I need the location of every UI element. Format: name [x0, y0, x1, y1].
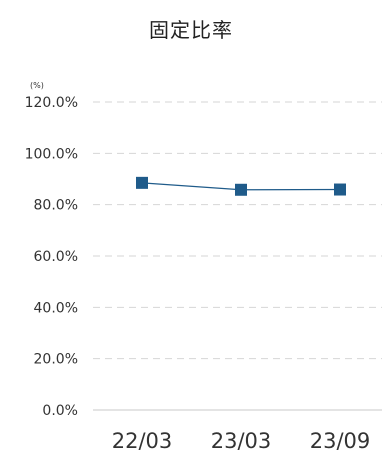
- y-axis-unit-label: (%): [30, 81, 44, 90]
- series-group: [136, 176, 346, 196]
- y-tick-label: 40.0%: [34, 300, 78, 316]
- y-tick-label: 120.0%: [25, 95, 78, 111]
- chart-title: 固定比率: [149, 18, 233, 42]
- y-tick-label: 0.0%: [42, 403, 78, 419]
- x-tick-label: 23/09: [310, 429, 371, 450]
- data-point-marker: [334, 183, 346, 196]
- data-point-marker: [235, 183, 247, 196]
- y-tick-label: 100.0%: [25, 146, 78, 162]
- y-tick-label: 60.0%: [34, 249, 78, 265]
- y-axis-ticks: 0.0% 20.0% 40.0% 60.0% 80.0% 100.0% 120.0%: [25, 95, 78, 419]
- x-tick-label: 22/03: [112, 429, 173, 450]
- y-tick-label: 20.0%: [34, 352, 78, 368]
- data-point-marker: [136, 176, 148, 189]
- x-tick-label: 23/03: [211, 429, 272, 450]
- gridlines: [93, 101, 382, 411]
- x-axis-ticks: 22/03 23/03 23/09: [112, 429, 371, 450]
- y-tick-label: 80.0%: [34, 198, 78, 214]
